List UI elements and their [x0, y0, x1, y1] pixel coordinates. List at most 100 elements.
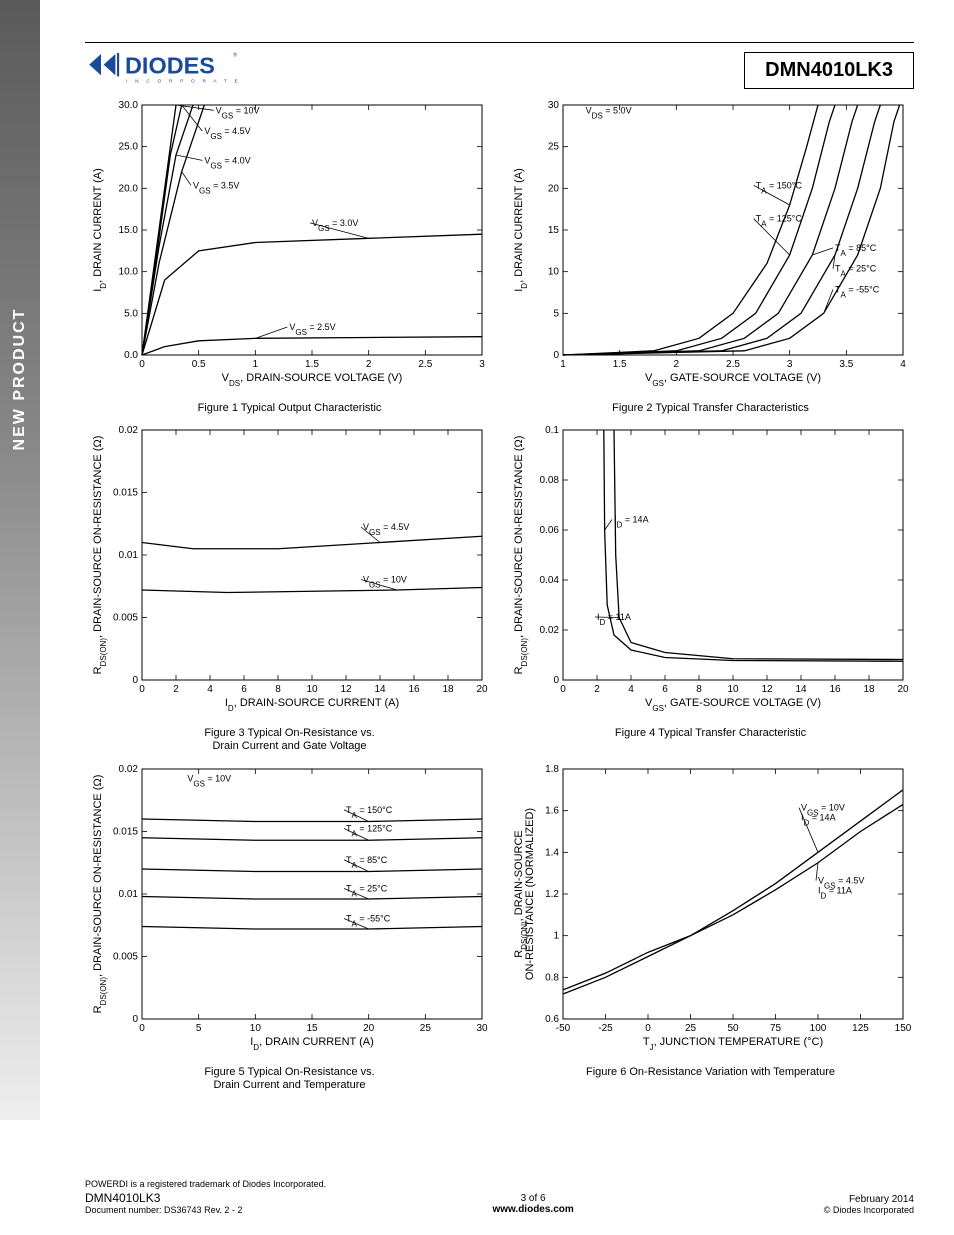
svg-text:2: 2 [594, 684, 600, 695]
svg-text:6: 6 [241, 684, 247, 695]
svg-text:30: 30 [548, 100, 560, 111]
svg-text:TA = 150°C: TA = 150°C [346, 804, 393, 819]
svg-text:15: 15 [548, 225, 560, 236]
svg-text:5: 5 [196, 1023, 202, 1034]
svg-text:1.6: 1.6 [545, 805, 559, 816]
svg-text:TA = 25°C: TA = 25°C [835, 264, 877, 279]
svg-text:50: 50 [727, 1023, 739, 1034]
header-divider [85, 42, 914, 43]
svg-text:ID, DRAIN CURRENT (A): ID, DRAIN CURRENT (A) [92, 168, 108, 292]
svg-text:25.0: 25.0 [119, 142, 139, 153]
svg-text:1: 1 [253, 359, 259, 370]
svg-text:2.5: 2.5 [418, 359, 432, 370]
svg-text:5: 5 [553, 308, 559, 319]
svg-text:0: 0 [553, 350, 559, 361]
svg-text:0.005: 0.005 [113, 613, 138, 624]
charts-grid: 00.511.522.530.05.010.015.020.025.030.0V… [85, 100, 915, 1092]
svg-text:0.5: 0.5 [192, 359, 206, 370]
svg-text:DIODES: DIODES [125, 53, 215, 79]
svg-text:0: 0 [132, 1014, 138, 1025]
svg-text:20: 20 [363, 1023, 375, 1034]
svg-text:®: ® [233, 52, 237, 59]
svg-text:0.06: 0.06 [540, 525, 560, 536]
svg-text:14: 14 [795, 684, 807, 695]
svg-text:VGS = 10V: VGS = 10V [187, 773, 231, 788]
sidebar-new-product: NEW PRODUCT [0, 0, 40, 1120]
page-header: DIODES I N C O R P O R A T E D ® DMN4010… [85, 45, 914, 95]
svg-text:1.2: 1.2 [545, 889, 559, 900]
svg-text:8: 8 [696, 684, 702, 695]
svg-text:125: 125 [852, 1023, 869, 1034]
svg-text:0.015: 0.015 [113, 826, 138, 837]
figure-4: 0246810121416182000.020.040.060.080.1ID … [506, 425, 915, 753]
svg-text:10: 10 [548, 267, 560, 278]
footer-page: 3 of 6 [492, 1193, 573, 1204]
svg-text:15: 15 [306, 1023, 318, 1034]
svg-text:2.5: 2.5 [726, 359, 740, 370]
svg-text:1: 1 [553, 930, 559, 941]
svg-text:4: 4 [207, 684, 213, 695]
svg-text:10: 10 [250, 1023, 262, 1034]
svg-text:20: 20 [548, 183, 560, 194]
svg-text:I N C O R P O R A T E D: I N C O R P O R A T E D [126, 78, 245, 84]
svg-text:6: 6 [662, 684, 668, 695]
svg-text:1.8: 1.8 [545, 764, 559, 775]
svg-text:150: 150 [895, 1023, 912, 1034]
svg-text:0.01: 0.01 [119, 550, 139, 561]
footer-copyright: © Diodes Incorporated [824, 1205, 914, 1215]
svg-text:VGS = 3.5V: VGS = 3.5V [193, 180, 239, 195]
svg-text:VDS, DRAIN-SOURCE VOLTAGE (V): VDS, DRAIN-SOURCE VOLTAGE (V) [222, 372, 403, 388]
svg-text:ID = 11A: ID = 11A [597, 612, 631, 627]
part-number-title: DMN4010LK3 [744, 52, 914, 89]
svg-text:0.005: 0.005 [113, 951, 138, 962]
svg-text:75: 75 [770, 1023, 782, 1034]
svg-text:1: 1 [560, 359, 566, 370]
svg-text:1.4: 1.4 [545, 847, 559, 858]
svg-text:18: 18 [863, 684, 875, 695]
svg-text:TA = 85°C: TA = 85°C [835, 243, 877, 257]
svg-text:TA = 125°C: TA = 125°C [756, 214, 803, 229]
svg-text:100: 100 [810, 1023, 827, 1034]
svg-text:-25: -25 [598, 1023, 613, 1034]
svg-text:ID = 14A: ID = 14A [614, 515, 649, 530]
svg-text:0: 0 [560, 684, 566, 695]
svg-text:3: 3 [479, 359, 485, 370]
svg-text:16: 16 [408, 684, 420, 695]
svg-text:0.02: 0.02 [540, 625, 560, 636]
footer-part: DMN4010LK3 [85, 1191, 242, 1205]
svg-text:TJ, JUNCTION TEMPERATURE (°C): TJ, JUNCTION TEMPERATURE (°C) [643, 1036, 823, 1052]
svg-text:ID, DRAIN-SOURCE CURRENT (A): ID, DRAIN-SOURCE CURRENT (A) [225, 697, 399, 713]
svg-text:2: 2 [366, 359, 372, 370]
svg-text:1.5: 1.5 [305, 359, 319, 370]
svg-text:RDS(ON), DRAIN-SOURCE ON-RESIS: RDS(ON), DRAIN-SOURCE ON-RESISTANCE (Ω) [92, 774, 108, 1013]
svg-text:30.0: 30.0 [119, 100, 139, 111]
svg-text:30: 30 [476, 1023, 488, 1034]
svg-text:4: 4 [900, 359, 906, 370]
svg-text:VDS = 5.0V: VDS = 5.0V [586, 105, 632, 119]
svg-text:TA = 85°C: TA = 85°C [346, 854, 388, 869]
svg-text:0: 0 [553, 675, 559, 686]
svg-text:0: 0 [139, 684, 145, 695]
svg-text:TA = -55°C: TA = -55°C [346, 913, 391, 928]
svg-text:ON-RESISTANCE (NORMALIZED): ON-RESISTANCE (NORMALIZED) [524, 807, 536, 979]
figure-5: 05101520253000.0050.010.0150.02TA = 150°… [85, 764, 494, 1092]
svg-text:20.0: 20.0 [119, 183, 139, 194]
svg-text:VGS, GATE-SOURCE VOLTAGE (V): VGS, GATE-SOURCE VOLTAGE (V) [645, 697, 821, 713]
svg-text:18: 18 [442, 684, 454, 695]
svg-text:20: 20 [897, 684, 909, 695]
svg-text:VGS, GATE-SOURCE VOLTAGE (V): VGS, GATE-SOURCE VOLTAGE (V) [645, 372, 821, 388]
svg-text:10: 10 [727, 684, 739, 695]
footer-trademark: POWERDI is a registered trademark of Dio… [85, 1179, 914, 1189]
svg-text:0.01: 0.01 [119, 889, 139, 900]
svg-text:VGS = 4.0V: VGS = 4.0V [204, 155, 250, 170]
footer-docnum: Document number: DS36743 Rev. 2 - 2 [85, 1205, 242, 1215]
svg-text:TA = 25°C: TA = 25°C [346, 883, 388, 898]
svg-text:VGS = 10V: VGS = 10V [216, 105, 260, 119]
svg-text:RDS(ON), DRAIN-SOURCE ON-RESIS: RDS(ON), DRAIN-SOURCE ON-RESISTANCE (Ω) [513, 436, 529, 675]
page-footer: POWERDI is a registered trademark of Dio… [85, 1179, 914, 1215]
svg-text:20: 20 [476, 684, 488, 695]
sidebar-text: NEW PRODUCT [11, 308, 29, 451]
svg-text:0.08: 0.08 [540, 475, 560, 486]
svg-text:VGS = 4.5V: VGS = 4.5V [204, 126, 250, 141]
svg-text:0.6: 0.6 [545, 1014, 559, 1025]
